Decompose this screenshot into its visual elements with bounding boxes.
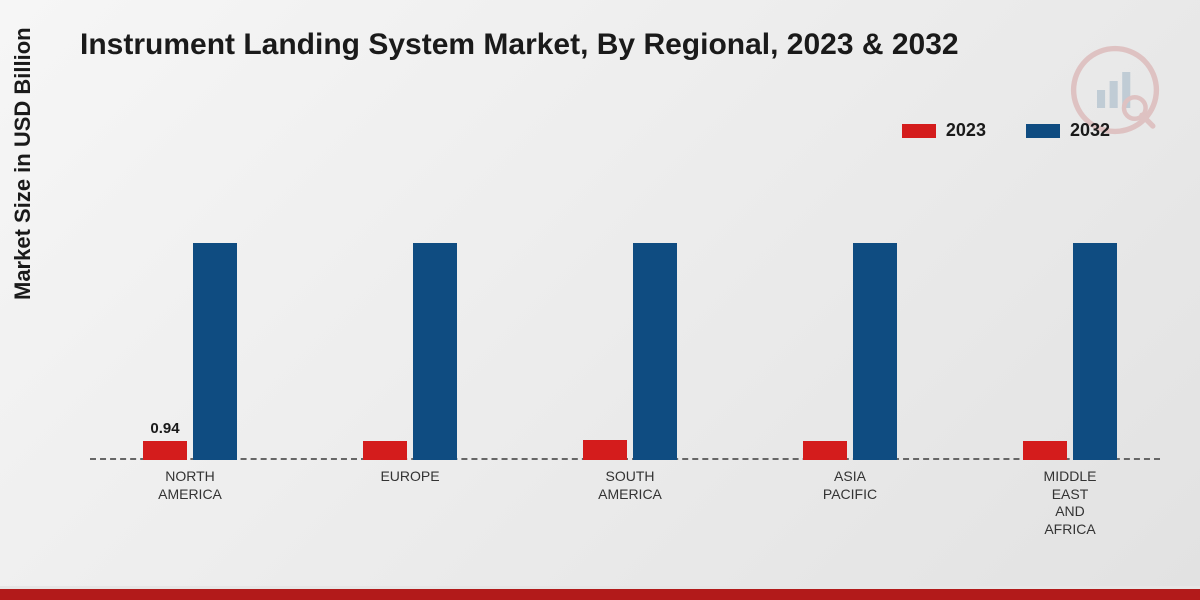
bar-value-label: 0.94 — [150, 420, 179, 437]
bar-2023 — [583, 440, 627, 460]
bar-2023 — [803, 441, 847, 460]
plot-area: 0.94 — [90, 170, 1160, 460]
y-axis-label: Market Size in USD Billion — [10, 27, 36, 300]
footer-accent-bar — [0, 586, 1200, 600]
legend: 2023 2032 — [902, 120, 1110, 141]
bar-2032 — [853, 243, 897, 461]
bar-group — [130, 170, 250, 460]
legend-label-2023: 2023 — [946, 120, 986, 141]
bar-group — [1010, 170, 1130, 460]
bar-group — [350, 170, 470, 460]
category-label: SOUTH AMERICA — [598, 468, 662, 503]
category-label: MIDDLE EAST AND AFRICA — [1044, 468, 1097, 538]
category-label: ASIA PACIFIC — [823, 468, 877, 503]
bar-group — [570, 170, 690, 460]
bar-2023 — [143, 441, 187, 460]
category-label: NORTH AMERICA — [158, 468, 222, 503]
category-label: EUROPE — [380, 468, 439, 486]
bar-group — [790, 170, 910, 460]
legend-item-2032: 2032 — [1026, 120, 1110, 141]
legend-swatch-2032 — [1026, 124, 1060, 138]
bar-2032 — [413, 243, 457, 461]
legend-swatch-2023 — [902, 124, 936, 138]
chart-title: Instrument Landing System Market, By Reg… — [80, 28, 959, 62]
bar-2032 — [193, 243, 237, 461]
bar-2032 — [633, 243, 677, 461]
legend-item-2023: 2023 — [902, 120, 986, 141]
bar-2023 — [1023, 441, 1067, 460]
bar-2023 — [363, 441, 407, 460]
chart-container: Instrument Landing System Market, By Reg… — [0, 0, 1200, 600]
legend-label-2032: 2032 — [1070, 120, 1110, 141]
bar-2032 — [1073, 243, 1117, 461]
